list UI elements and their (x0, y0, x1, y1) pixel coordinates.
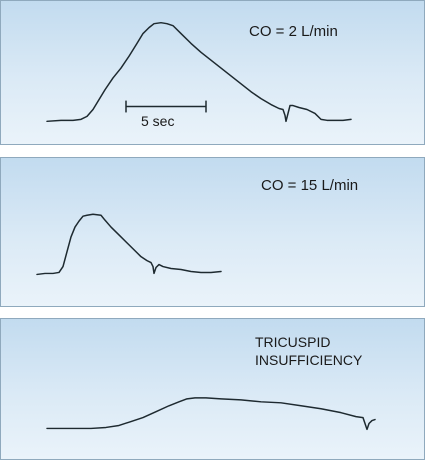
curve-co-2-svg (46, 21, 352, 123)
panel-co-2: CO = 2 L/min 5 sec (0, 0, 425, 145)
panel-tricuspid: TRICUSPID INSUFFICIENCY (0, 318, 425, 460)
panel-label-tricuspid: TRICUSPID INSUFFICIENCY (255, 333, 362, 369)
panel-label-co-15: CO = 15 L/min (261, 177, 359, 194)
panel-label-tricuspid-line-1: TRICUSPID (255, 334, 331, 350)
curve-tricuspid-svg (46, 397, 376, 431)
curve-co-15-svg (36, 213, 222, 276)
dilution-curve-co-2 (46, 21, 352, 123)
panel-co-15: CO = 15 L/min (0, 157, 425, 307)
scale-bar-label: 5 sec (141, 113, 175, 129)
dilution-curve-co-15 (36, 213, 222, 276)
panel-label-tricuspid-line-2: INSUFFICIENCY (255, 352, 363, 368)
dilution-curve-tricuspid (46, 397, 376, 431)
panel-label-co-2: CO = 2 L/min (249, 23, 338, 40)
